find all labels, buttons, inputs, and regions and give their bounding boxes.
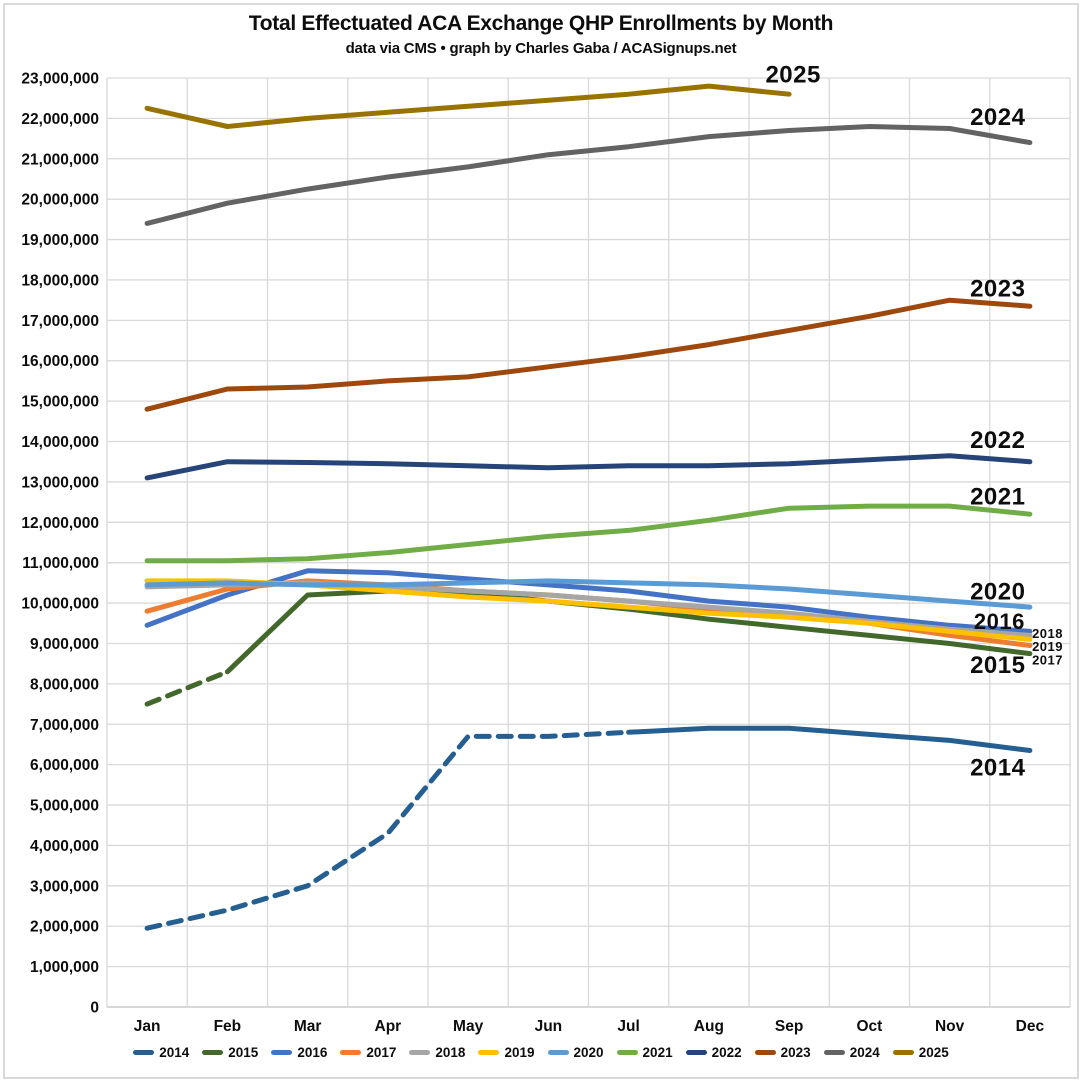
year-annotation-2017: 2017 (1032, 653, 1063, 668)
legend-swatch-2020 (547, 1050, 569, 1055)
series-line-2015 (144, 669, 230, 707)
series-line-2024 (144, 124, 1033, 226)
y-axis-tick-label: 0 (90, 1000, 99, 1017)
year-annotation-2024: 2024 (970, 104, 1026, 131)
year-annotation-2025: 2025 (765, 62, 820, 89)
y-axis-tick-label: 3,000,000 (30, 878, 99, 895)
y-axis-tick-label: 6,000,000 (30, 757, 99, 774)
x-axis-month-label: Mar (294, 1018, 322, 1035)
legend-swatch-2024 (823, 1050, 845, 1055)
legend-label: 2021 (642, 1045, 673, 1060)
x-axis-month-label: Oct (856, 1018, 882, 1035)
x-axis-month-label: Jul (617, 1018, 639, 1035)
legend-label: 2025 (918, 1045, 949, 1060)
legend-swatch-2022 (685, 1050, 707, 1055)
x-axis-month-label: Jan (134, 1018, 161, 1035)
x-axis-month-label: Apr (375, 1018, 402, 1035)
year-annotation-2022: 2022 (970, 427, 1025, 454)
y-axis-tick-label: 15,000,000 (21, 394, 99, 411)
y-axis-tick-label: 22,000,000 (21, 111, 99, 128)
legend-label: 2018 (435, 1045, 466, 1060)
y-axis-tick-label: 12,000,000 (21, 515, 99, 532)
series-line-2023 (144, 297, 1033, 412)
legend-label: 2016 (297, 1045, 328, 1060)
chart-title: Total Effectuated ACA Exchange QHP Enrol… (248, 12, 834, 35)
legend-label: 2024 (849, 1045, 880, 1060)
y-axis-tick-label: 10,000,000 (21, 596, 99, 613)
year-annotation-2016: 2016 (974, 609, 1025, 634)
legend-label: 2022 (711, 1045, 742, 1060)
legend-item-2018: 2018 (409, 1045, 465, 1060)
y-axis-tick-label: 21,000,000 (21, 151, 99, 168)
series-line-2025 (144, 83, 792, 129)
legend-item-2020: 2020 (547, 1045, 604, 1060)
y-axis-tick-label: 18,000,000 (21, 272, 99, 289)
y-axis-tick-label: 17,000,000 (21, 313, 99, 330)
year-annotation-2014: 2014 (970, 754, 1026, 781)
legend-label: 2023 (780, 1045, 811, 1060)
chart-subtitle: data via CMS • graph by Charles Gaba / A… (345, 40, 737, 57)
y-axis-tick-label: 8,000,000 (30, 676, 99, 693)
legend-label: 2019 (504, 1045, 535, 1060)
legend-swatch-2025 (892, 1050, 914, 1055)
legend-swatch-2016 (271, 1050, 293, 1055)
legend-label: 2020 (573, 1045, 604, 1060)
y-axis-tick-label: 2,000,000 (30, 919, 99, 936)
y-axis-tick-label: 11,000,000 (22, 555, 99, 572)
legend-item-2025: 2025 (892, 1045, 949, 1060)
legend-swatch-2018 (409, 1050, 431, 1055)
series-line-2020 (144, 578, 1033, 610)
y-axis-tick-label: 14,000,000 (21, 434, 99, 451)
legend-item-2017: 2017 (340, 1045, 396, 1060)
legend-item-2024: 2024 (823, 1045, 880, 1060)
legend-item-2014: 2014 (133, 1045, 189, 1060)
y-axis-tick-label: 16,000,000 (21, 353, 99, 370)
legend-swatch-2017 (340, 1050, 362, 1055)
y-axis-tick-label: 5,000,000 (30, 798, 99, 815)
legend-item-2021: 2021 (616, 1045, 673, 1060)
year-annotation-2019: 2019 (1032, 639, 1063, 654)
year-annotation-2018: 2018 (1032, 626, 1063, 641)
legend-swatch-2021 (616, 1050, 638, 1055)
legend-swatch-2019 (478, 1050, 500, 1055)
y-axis-tick-label: 20,000,000 (21, 192, 99, 209)
year-annotation-2015: 2015 (970, 652, 1025, 679)
x-axis-month-label: Aug (694, 1018, 724, 1035)
chart-legend: 2014 2015 2016 2017 2018 2019 2020 2021 2022 2023… (0, 1045, 1082, 1060)
series-line-2014 (626, 725, 1033, 753)
legend-item-2023: 2023 (754, 1045, 811, 1060)
legend-label: 2017 (366, 1045, 397, 1060)
x-axis-month-label: Sep (775, 1018, 803, 1035)
legend-swatch-2014 (133, 1050, 155, 1055)
legend-item-2019: 2019 (478, 1045, 535, 1060)
y-axis-tick-label: 13,000,000 (21, 474, 99, 491)
legend-item-2015: 2015 (202, 1045, 258, 1060)
legend-label: 2014 (159, 1045, 190, 1060)
y-axis-tick-label: 9,000,000 (30, 636, 99, 653)
year-annotation-2020: 2020 (970, 579, 1025, 606)
legend-swatch-2023 (754, 1050, 776, 1055)
y-axis-tick-label: 23,000,000 (21, 71, 99, 88)
x-axis-month-label: Feb (214, 1018, 242, 1035)
y-axis-tick-label: 1,000,000 (30, 959, 99, 976)
legend-swatch-2015 (202, 1050, 224, 1055)
x-axis-month-label: May (453, 1018, 484, 1035)
x-axis-month-label: Dec (1016, 1018, 1045, 1035)
year-annotation-2021: 2021 (970, 484, 1025, 511)
x-axis-month-label: Nov (935, 1018, 965, 1035)
x-axis-month-label: Jun (535, 1018, 563, 1035)
y-axis-tick-label: 4,000,000 (30, 838, 99, 855)
y-axis-tick-label: 7,000,000 (30, 717, 99, 734)
series-line-2016 (144, 568, 1033, 634)
series-line-2021 (144, 503, 1033, 564)
series-line-2022 (144, 453, 1033, 481)
y-axis-tick-label: 19,000,000 (21, 232, 99, 249)
legend-label: 2015 (228, 1045, 259, 1060)
legend-item-2016: 2016 (271, 1045, 327, 1060)
series-line-2014 (144, 729, 632, 931)
year-annotation-2023: 2023 (970, 276, 1025, 303)
legend-item-2022: 2022 (685, 1045, 742, 1060)
